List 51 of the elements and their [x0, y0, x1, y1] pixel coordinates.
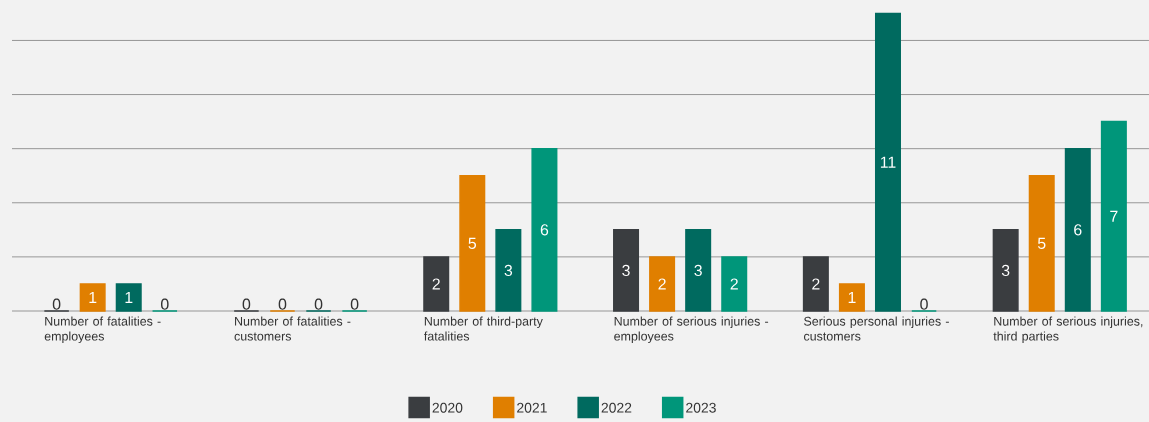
data-label: 1	[89, 291, 97, 303]
data-label: 0	[278, 298, 287, 310]
data-label: 3	[694, 264, 702, 277]
x-tick-label: Number of serious injuries, third parties	[993, 316, 1143, 344]
data-label: 0	[920, 298, 928, 310]
data-label: 0	[350, 298, 359, 310]
legend-label: 2021	[517, 402, 547, 413]
bar	[992, 229, 1019, 312]
x-tick-label: Number of third-party fatalities	[424, 316, 543, 341]
bar	[721, 256, 748, 312]
data-label: 3	[622, 264, 630, 277]
legend-label: 2020	[432, 402, 463, 413]
bar	[874, 12, 901, 312]
data-label: 11	[880, 156, 896, 168]
data-label: 2	[730, 278, 738, 290]
data-label: 0	[160, 298, 169, 310]
data-label: 5	[1037, 237, 1046, 249]
x-tick-label: Number of serious injuries - employees	[614, 316, 769, 344]
bar	[802, 256, 829, 312]
bar	[459, 174, 486, 312]
data-label: 3	[504, 264, 513, 277]
bar	[649, 256, 676, 312]
bar	[531, 147, 558, 312]
bar	[79, 283, 106, 312]
bar	[423, 256, 450, 312]
data-label: 2	[658, 278, 666, 290]
data-label: 0	[52, 298, 61, 310]
data-label: 0	[242, 298, 251, 310]
x-tick-label: Number of fatalities - customers	[234, 316, 351, 341]
bar	[685, 229, 712, 312]
data-label: 6	[540, 224, 549, 236]
data-label: 1	[125, 291, 133, 303]
x-tick-label: Number of fatalities - employees	[44, 316, 161, 344]
data-label: 1	[848, 291, 856, 303]
data-label: 0	[314, 298, 323, 310]
data-label: 2	[432, 278, 440, 290]
data-label: 6	[1074, 224, 1082, 236]
legend-label: 2022	[601, 402, 632, 413]
bar	[1028, 174, 1055, 312]
bar	[838, 283, 865, 312]
bar	[613, 229, 640, 312]
bar	[1100, 120, 1127, 312]
bar	[495, 229, 522, 312]
data-label: 2	[812, 278, 820, 290]
x-tick-label: Serious personal injuries - customers	[804, 316, 949, 341]
bar	[115, 283, 142, 312]
data-label: 7	[1110, 210, 1118, 222]
legend-label: 2023	[686, 402, 716, 413]
bar	[1064, 147, 1091, 312]
data-label: 5	[468, 237, 477, 249]
data-label: 3	[1001, 264, 1010, 277]
